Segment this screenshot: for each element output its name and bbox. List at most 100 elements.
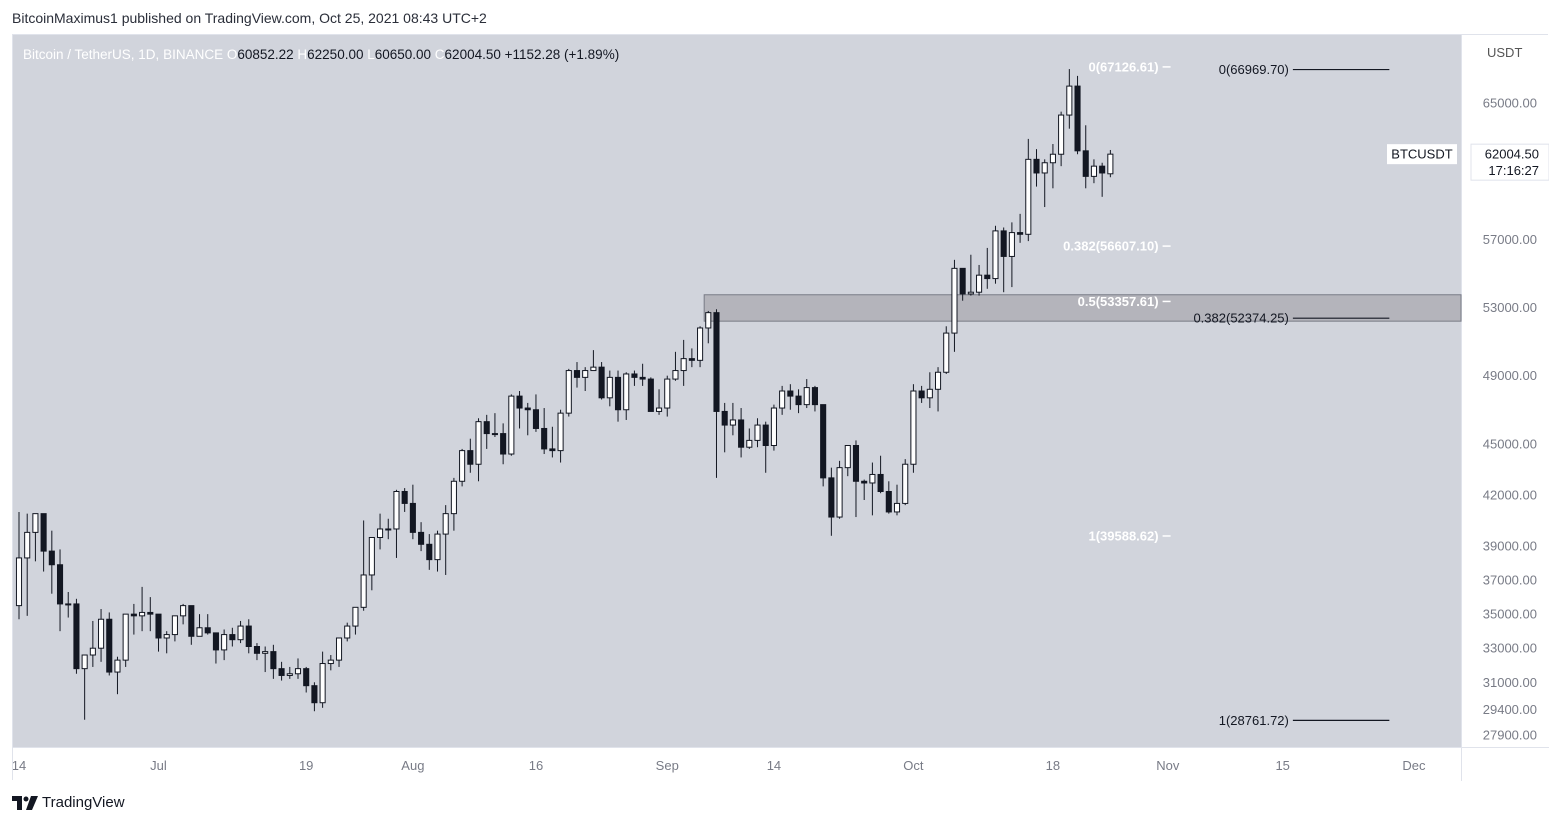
candle[interactable] [811, 385, 818, 412]
candle[interactable] [918, 385, 925, 403]
candle[interactable] [237, 620, 244, 644]
candle[interactable] [385, 518, 392, 540]
candle[interactable] [1074, 75, 1081, 155]
candle[interactable] [582, 367, 589, 391]
candle[interactable] [483, 414, 490, 449]
candle[interactable] [705, 310, 712, 344]
candle[interactable] [795, 389, 802, 414]
candle[interactable] [418, 522, 425, 552]
candle[interactable] [286, 666, 293, 679]
candle[interactable] [500, 423, 507, 465]
candle[interactable] [426, 534, 433, 570]
candle[interactable] [606, 370, 613, 407]
candle[interactable] [368, 536, 375, 591]
candle[interactable] [738, 408, 745, 458]
candle[interactable] [820, 404, 827, 487]
chart-panel[interactable]: 0(67126.61) 0.382(56607.10) 0.5(53357.61) 1… [12, 34, 1549, 781]
candle[interactable] [163, 631, 170, 654]
candle[interactable] [762, 421, 769, 473]
candle[interactable] [672, 351, 679, 381]
candle[interactable] [598, 362, 605, 400]
candle[interactable] [204, 614, 211, 635]
candle[interactable] [262, 646, 269, 673]
candle[interactable] [541, 408, 548, 455]
candle[interactable] [65, 591, 72, 618]
candle[interactable] [335, 637, 343, 667]
candle[interactable] [828, 467, 835, 536]
candle[interactable] [910, 384, 917, 473]
candle[interactable] [639, 363, 646, 386]
candle[interactable] [1099, 162, 1106, 197]
candle[interactable] [516, 391, 523, 429]
candle[interactable] [976, 264, 983, 296]
candle[interactable] [459, 448, 466, 487]
candle[interactable] [48, 530, 55, 594]
candle[interactable] [844, 445, 851, 477]
candle[interactable] [450, 477, 457, 531]
candle[interactable] [877, 455, 884, 494]
candle[interactable] [787, 384, 794, 410]
candle[interactable] [188, 605, 195, 645]
candle[interactable] [344, 622, 351, 642]
candle[interactable] [861, 479, 868, 501]
candle[interactable] [278, 661, 285, 681]
candle[interactable] [1000, 227, 1007, 293]
candle[interactable] [902, 459, 909, 506]
candle[interactable] [294, 658, 302, 679]
candle[interactable] [1090, 159, 1097, 184]
candle[interactable] [532, 394, 540, 432]
candle[interactable] [664, 375, 671, 417]
candle[interactable] [360, 520, 367, 611]
candle[interactable] [803, 379, 810, 409]
candle[interactable] [770, 404, 777, 451]
candle[interactable] [155, 613, 162, 652]
candle[interactable] [984, 247, 991, 289]
candlestick-chart[interactable]: 0(67126.61) 0.382(56607.10) 0.5(53357.61) 1… [13, 35, 1549, 781]
candle[interactable] [1066, 69, 1073, 129]
candle[interactable] [893, 484, 901, 516]
candle[interactable] [1017, 213, 1024, 243]
candle[interactable] [253, 643, 261, 661]
candle[interactable] [647, 377, 654, 412]
candle[interactable] [147, 597, 154, 632]
candle[interactable] [171, 615, 178, 642]
candle[interactable] [680, 339, 687, 386]
candle[interactable] [1025, 138, 1032, 242]
candle[interactable] [434, 530, 441, 572]
candle[interactable] [1041, 159, 1048, 208]
candle[interactable] [934, 367, 942, 412]
candle[interactable] [196, 614, 203, 637]
candle[interactable] [32, 513, 39, 562]
candle[interactable] [508, 394, 515, 456]
candle[interactable] [573, 362, 581, 388]
candle[interactable] [114, 656, 121, 695]
candle[interactable] [623, 372, 630, 420]
candle[interactable] [1107, 149, 1114, 178]
candle[interactable] [401, 488, 408, 512]
candle[interactable] [992, 225, 999, 284]
candle[interactable] [212, 632, 219, 664]
candle[interactable] [754, 418, 761, 448]
candle[interactable] [1049, 144, 1056, 189]
candle[interactable] [475, 418, 482, 482]
candle[interactable] [656, 389, 663, 415]
candle[interactable] [869, 462, 876, 516]
candle[interactable] [779, 385, 786, 415]
candle[interactable] [1082, 125, 1089, 189]
candle[interactable] [729, 402, 736, 436]
candle[interactable] [565, 368, 572, 417]
candle[interactable] [270, 644, 277, 679]
candle[interactable] [15, 511, 23, 620]
candle[interactable] [81, 654, 88, 720]
candle[interactable] [549, 426, 556, 458]
candle[interactable] [631, 370, 638, 386]
candle[interactable] [122, 613, 129, 667]
candle[interactable] [352, 606, 359, 635]
candle[interactable] [24, 513, 31, 616]
candle[interactable] [139, 586, 146, 632]
time-axis[interactable] [13, 747, 1549, 781]
candle[interactable] [106, 612, 113, 676]
candle[interactable] [409, 484, 416, 540]
candle[interactable] [943, 326, 950, 374]
candle[interactable] [688, 348, 695, 368]
